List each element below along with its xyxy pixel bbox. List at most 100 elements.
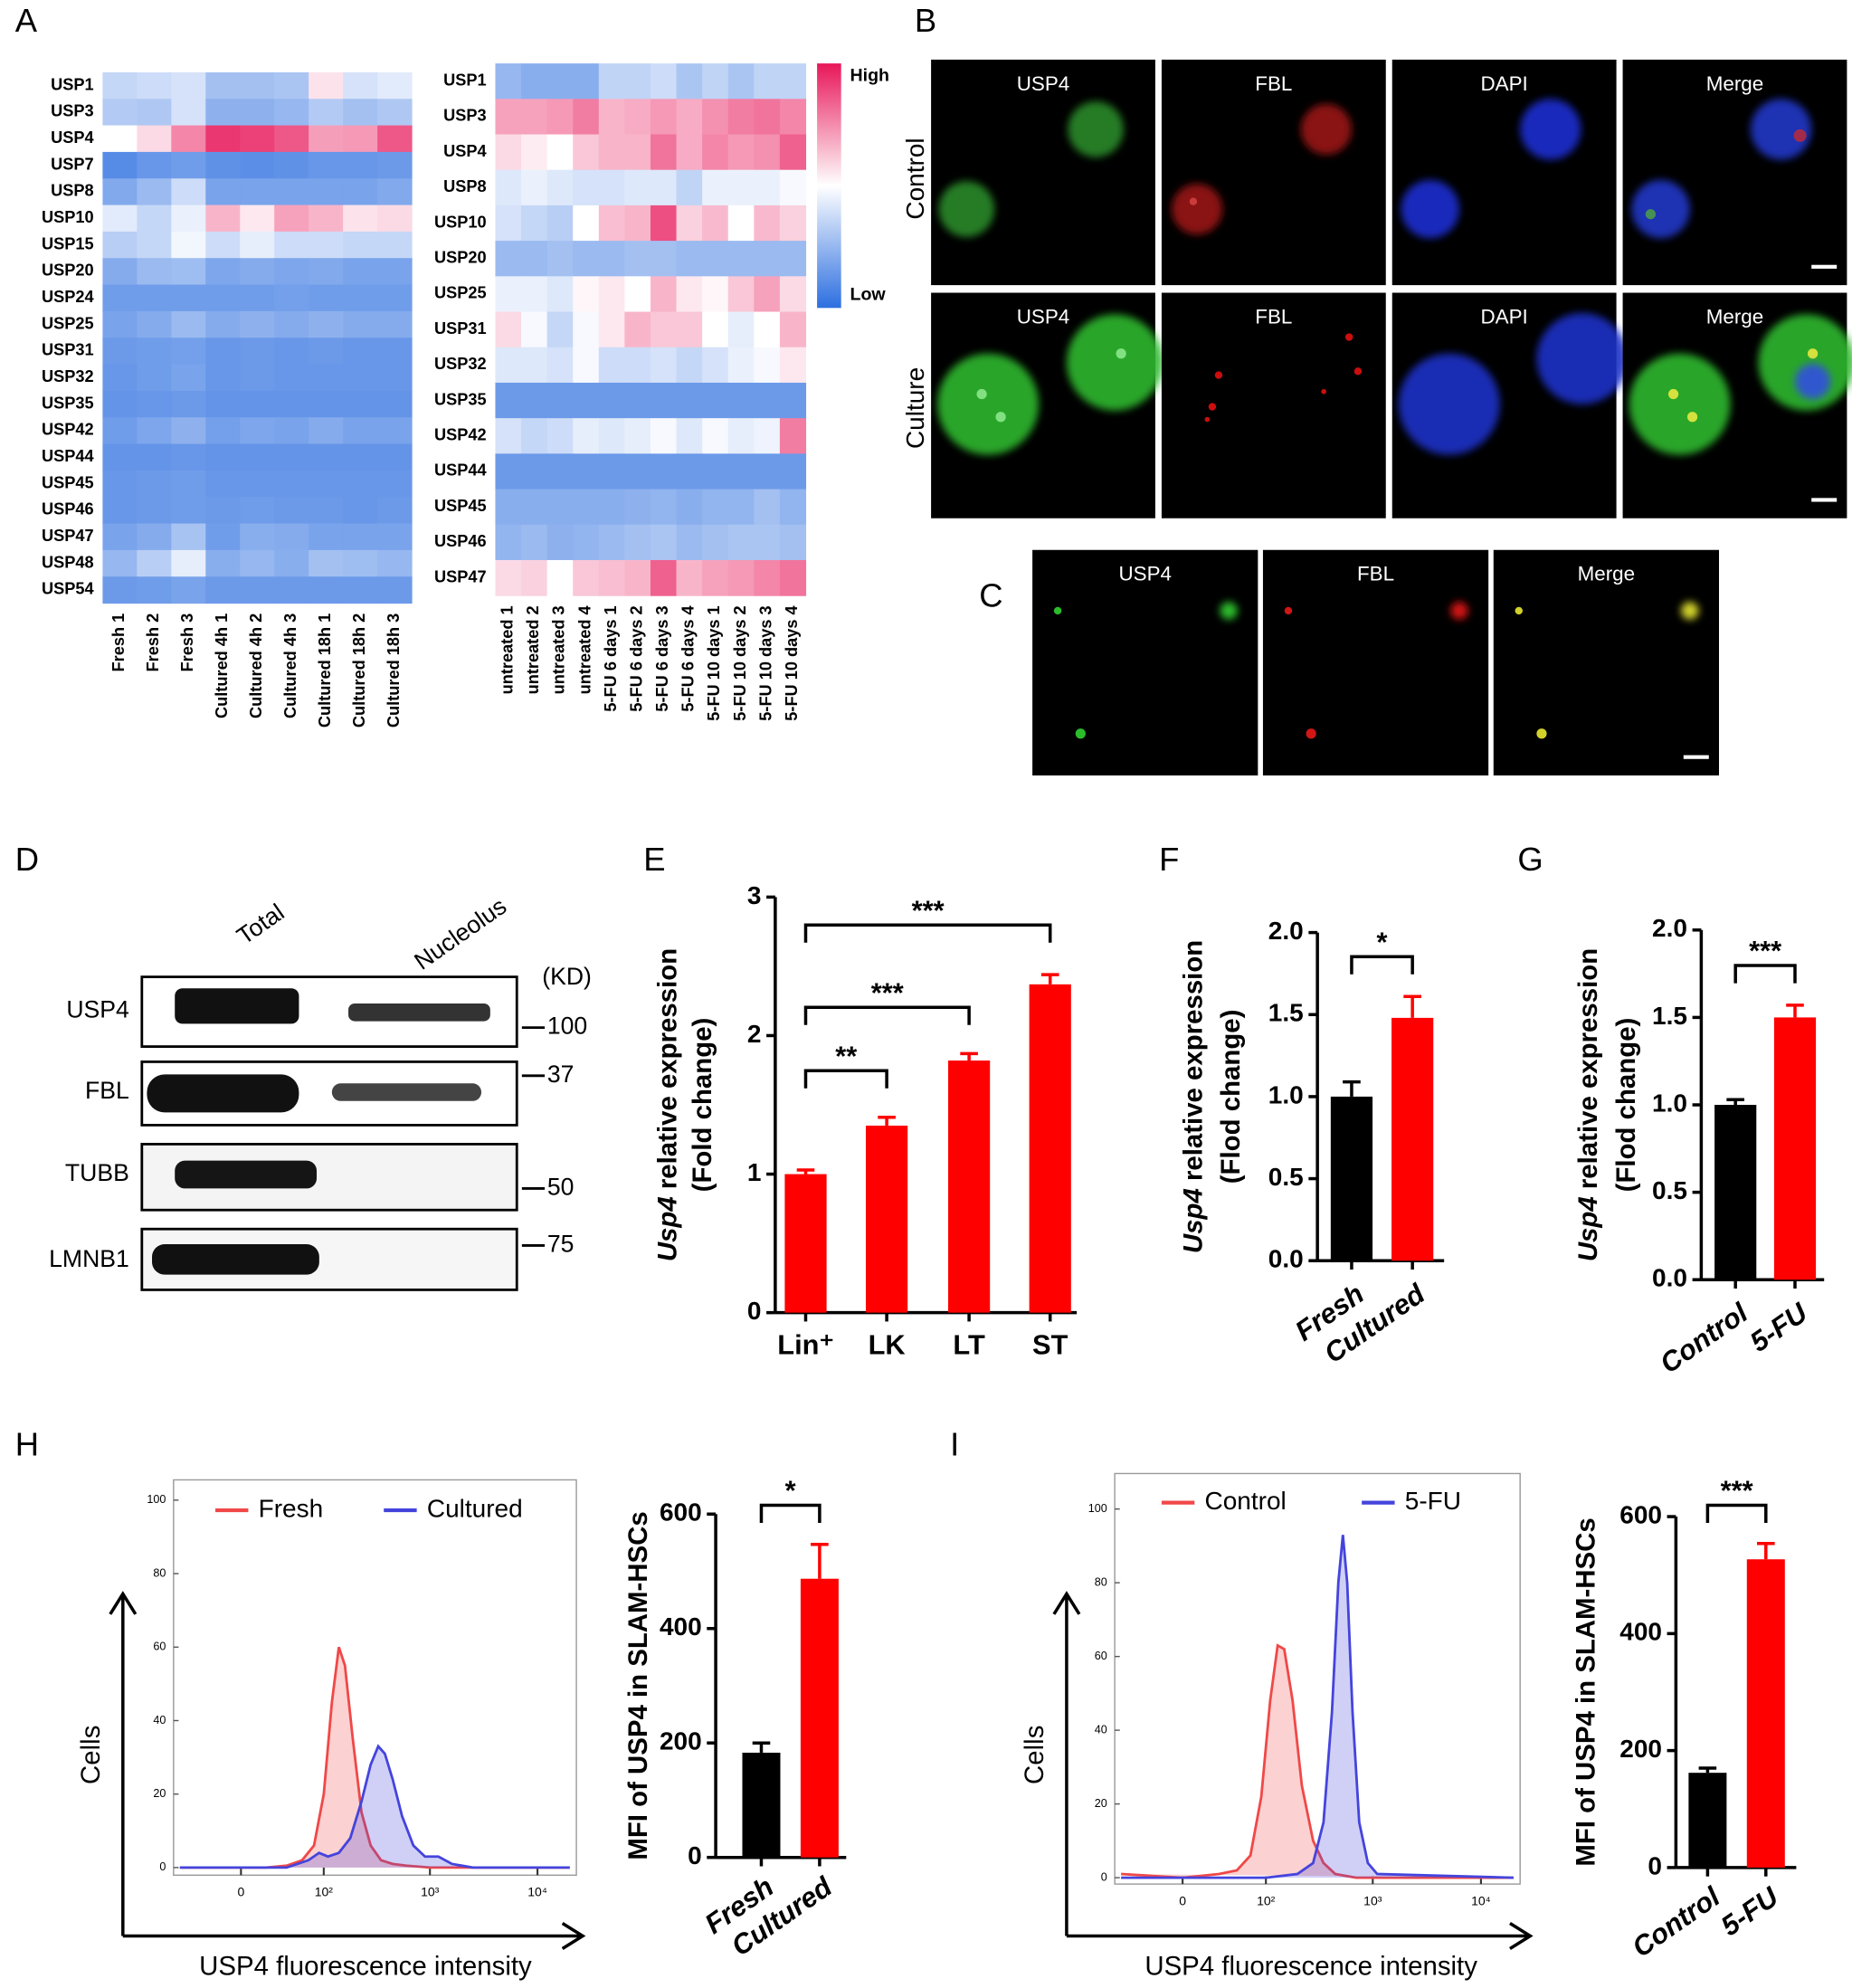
row-label: USP46 (434, 532, 487, 550)
heatmap-cell (624, 418, 651, 454)
heatmap-cell (377, 310, 413, 338)
heatmap-cell (205, 523, 241, 551)
heatmap-cell (546, 311, 574, 348)
heatmap-cell (676, 241, 703, 277)
heatmap-cell (102, 417, 138, 445)
heatmap-cell (495, 241, 522, 277)
heatmap-cell (495, 134, 522, 171)
column-label: Fresh 1 (109, 614, 128, 672)
y-axis-label: MFI of USP4 in SLAM-HSCs (1571, 1517, 1600, 1866)
heatmap-cell (676, 63, 703, 100)
legend-label: Fresh (259, 1494, 324, 1522)
heatmap-cell (309, 151, 344, 179)
heatmap-cell (779, 134, 807, 171)
heatmap-cell (240, 151, 275, 179)
error-bar (796, 1168, 815, 1175)
heatmap-cell (546, 524, 574, 561)
heatmap-cell (137, 99, 172, 127)
y-tick-label: 0.0 (1268, 1245, 1304, 1273)
column-label: 5-FU 10 days 2 (731, 605, 749, 720)
row-label: USP45 (42, 473, 94, 491)
bar (1391, 1017, 1434, 1261)
y-tick-label: 1 (747, 1158, 762, 1186)
cell (1536, 312, 1629, 404)
heatmap-cell (240, 99, 275, 127)
heatmap-cell (205, 338, 241, 366)
heatmap-cell (573, 205, 600, 242)
cell (938, 181, 995, 237)
cell (1631, 179, 1690, 239)
heatmap-cell (102, 364, 138, 392)
y-tick-label: 1.0 (1652, 1089, 1687, 1117)
heatmap-cell (171, 258, 206, 286)
column-label: Cultured 4h 3 (281, 614, 299, 718)
heatmap-cell (495, 99, 522, 136)
cell (1220, 602, 1238, 620)
heatmap-cell (754, 559, 781, 596)
significance-bracket (803, 1069, 888, 1089)
significance-bracket (803, 923, 1052, 943)
heatmap-cell (754, 241, 781, 277)
heatmap-cell (702, 169, 729, 206)
cell (1066, 314, 1163, 411)
heatmap-cell (274, 338, 309, 366)
y-tick-label: 0 (688, 1841, 702, 1869)
heatmap-cell (343, 151, 378, 179)
heatmap-cell (377, 258, 413, 286)
heatmap-cell (274, 71, 309, 100)
y-tick-label: 2 (747, 1020, 762, 1048)
heatmap-cell (274, 258, 309, 286)
y-tick-label: 100 (147, 1493, 166, 1506)
heatmap-cell (650, 524, 678, 561)
y-tick-label: 0.5 (1268, 1163, 1304, 1191)
heatmap-cell (240, 231, 275, 259)
heatmap-cell (573, 347, 600, 384)
heatmap-cell (779, 489, 807, 526)
heatmap-cell (598, 524, 625, 561)
heatmap-cell (377, 497, 413, 525)
y-tick-label: 2.0 (1268, 917, 1304, 945)
heatmap-cell (650, 559, 678, 596)
heatmap-cell (650, 241, 678, 277)
cell (1116, 348, 1126, 359)
cell (1214, 371, 1223, 379)
heatmap-cell (309, 523, 344, 551)
heatmap-cell (240, 310, 275, 338)
heatmap-cell (676, 347, 703, 384)
heatmap-cell (495, 524, 522, 561)
x-tick-label: 0 (1179, 1893, 1186, 1907)
column-label: Cultured 18h 1 (316, 614, 334, 728)
heatmap-cell (546, 559, 574, 596)
row-label: USP25 (42, 314, 94, 332)
heatmap-cell (274, 443, 309, 471)
y-tick-label: 20 (153, 1787, 166, 1800)
cell (1306, 728, 1316, 739)
colorbar-label: Low (850, 284, 886, 304)
y-tick-label: 2.0 (1652, 914, 1687, 942)
blot-protein-label: FBL (85, 1077, 129, 1104)
colorbar-label: High (850, 65, 889, 85)
heatmap-cell (702, 418, 729, 454)
x-tick-label: 10⁴ (1471, 1893, 1491, 1907)
heatmap-cell (727, 347, 755, 384)
heatmap-cell (754, 489, 781, 526)
heatmap-cell (205, 576, 241, 604)
heatmap-cell (102, 310, 138, 338)
row-label: USP31 (434, 319, 487, 338)
heatmap-cell (309, 549, 344, 577)
y-axis-label-gene: Usp4 (1573, 1196, 1603, 1261)
cell (1208, 403, 1217, 411)
heatmap-cell (240, 364, 275, 392)
heatmap-cell (240, 284, 275, 312)
heatmap-cell (727, 99, 755, 136)
y-tick-label: 1.5 (1652, 1002, 1687, 1030)
legend-label: Cultured (427, 1494, 523, 1522)
significance-label: ** (835, 1040, 857, 1071)
heatmap-cell (240, 125, 275, 153)
error-bar (752, 1741, 771, 1753)
channel-label: USP4 (1118, 563, 1172, 585)
heatmap-cell (343, 417, 378, 445)
heatmap-cell (205, 231, 241, 259)
heatmap-cell (274, 576, 309, 604)
channel-label: FBL (1255, 305, 1292, 328)
